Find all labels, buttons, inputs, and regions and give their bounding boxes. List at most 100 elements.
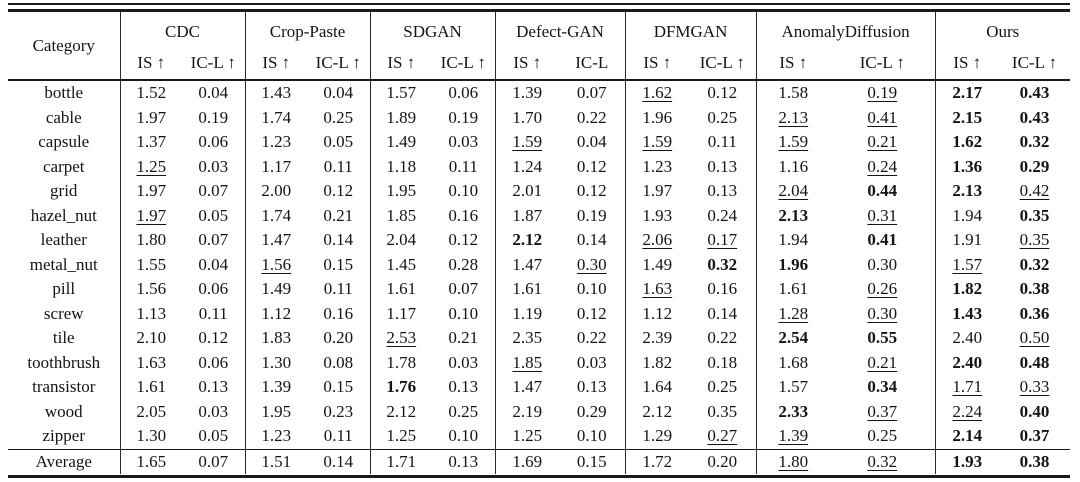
top-rule-outer — [8, 3, 1070, 5]
category-cell: tile — [52, 328, 75, 348]
table-row-carpet: carpet 1.25 0.03 1.17 0.11 1.18 0.11 1.24 0.12 1.… — [8, 154, 1070, 179]
method-header-sdgan: SDGAN — [369, 12, 496, 47]
value-cell: 1.72 — [624, 449, 690, 474]
value-cell: 1.49 — [369, 130, 433, 155]
value-cell: 1.24 — [494, 154, 560, 179]
value-cell: 1.51 — [244, 449, 307, 474]
value-cell: 0.03 — [448, 132, 479, 152]
value-cell: 0.24 — [867, 156, 898, 176]
value-cell: 2.13 — [755, 105, 831, 130]
value-cell: 0.22 — [576, 328, 607, 348]
value-cell: 1.43 — [244, 80, 307, 106]
value-cell: 1.57 — [934, 252, 1000, 277]
category-cell: grid — [50, 181, 78, 201]
value-cell: 1.62 — [624, 80, 690, 106]
value-cell: 0.13 — [448, 377, 479, 397]
value-cell: 1.95 — [244, 399, 307, 424]
top-rule-inner — [8, 9, 1070, 12]
value-cell: 0.10 — [576, 279, 607, 299]
value-cell: 2.15 — [934, 105, 1000, 130]
value-cell: 0.03 — [198, 401, 229, 421]
value-cell: 0.24 — [707, 205, 738, 225]
value-cell: 2.14 — [934, 424, 1000, 449]
value-cell: 1.49 — [244, 277, 307, 302]
value-cell: 2.10 — [119, 326, 182, 351]
value-cell: 0.21 — [448, 328, 479, 348]
value-cell: 2.39 — [624, 326, 690, 351]
value-cell: 0.37 — [1019, 426, 1050, 446]
value-cell: 1.94 — [755, 228, 831, 253]
method-header-defect-gan: Defect-GAN — [494, 12, 626, 47]
value-cell: 0.22 — [707, 328, 738, 348]
value-cell: 0.19 — [448, 107, 479, 127]
value-cell: 0.36 — [1019, 303, 1050, 323]
value-cell: 1.78 — [369, 350, 433, 375]
value-cell: 0.41 — [867, 230, 898, 250]
value-cell: 0.21 — [323, 205, 354, 225]
value-cell: 0.10 — [448, 303, 479, 323]
value-cell: 1.80 — [119, 228, 182, 253]
value-cell: 1.59 — [624, 130, 690, 155]
value-cell: 0.05 — [323, 132, 354, 152]
value-cell: 1.97 — [119, 179, 182, 204]
value-cell: 0.28 — [448, 254, 479, 274]
value-cell: 0.19 — [867, 83, 898, 103]
category-cell: leather — [40, 230, 87, 250]
value-cell: 0.34 — [867, 377, 898, 397]
value-cell: 0.07 — [198, 230, 229, 250]
value-cell: 0.43 — [1019, 83, 1050, 103]
value-cell: 2.19 — [494, 399, 560, 424]
metric-header-defect-gan-icl: IC-L — [575, 53, 609, 72]
value-cell: 0.13 — [448, 451, 479, 471]
value-cell: 1.91 — [934, 228, 1000, 253]
value-cell: 0.38 — [1019, 279, 1050, 299]
value-cell: 1.17 — [244, 154, 307, 179]
metric-header-crop-paste-is: IS ↑ — [244, 47, 307, 80]
method-header-dfmgan: DFMGAN — [624, 12, 757, 47]
value-cell: 0.13 — [576, 377, 607, 397]
value-cell: 1.39 — [494, 80, 560, 106]
value-cell: 1.61 — [494, 277, 560, 302]
value-cell: 0.30 — [576, 254, 607, 274]
value-cell: 0.06 — [198, 279, 229, 299]
value-cell: 0.25 — [323, 107, 354, 127]
value-cell: 0.07 — [576, 83, 607, 103]
value-cell: 0.29 — [576, 401, 607, 421]
value-cell: 1.97 — [119, 203, 182, 228]
value-cell: 1.61 — [369, 277, 433, 302]
value-cell: 0.25 — [867, 426, 898, 446]
value-cell: 1.23 — [624, 154, 690, 179]
value-cell: 1.16 — [755, 154, 831, 179]
table-row-pill: pill 1.56 0.06 1.49 0.11 1.61 0.07 1.61 0.10 1.63… — [8, 277, 1070, 302]
value-cell: 1.61 — [755, 277, 831, 302]
value-cell: 0.03 — [448, 352, 479, 372]
value-cell: 0.25 — [707, 377, 738, 397]
column-header-category: Category — [32, 35, 95, 55]
metric-header-anomalydiffusion-icl: IC-L ↑ — [859, 53, 905, 72]
value-cell: 1.47 — [494, 252, 560, 277]
value-cell: 0.21 — [867, 132, 898, 152]
value-cell: 2.24 — [934, 399, 1000, 424]
value-cell: 0.35 — [1019, 205, 1050, 225]
value-cell: 1.28 — [755, 301, 831, 326]
table-row-transistor: transistor 1.61 0.13 1.39 0.15 1.76 0.13 1.47 0.… — [8, 375, 1070, 400]
value-cell: 1.17 — [369, 301, 433, 326]
value-cell: 0.55 — [867, 328, 898, 348]
value-cell: 1.59 — [755, 130, 831, 155]
value-cell: 0.08 — [323, 352, 354, 372]
value-cell: 0.11 — [323, 426, 353, 446]
value-cell: 0.13 — [198, 377, 229, 397]
value-cell: 2.05 — [119, 399, 182, 424]
value-cell: 1.23 — [244, 424, 307, 449]
value-cell: 2.04 — [755, 179, 831, 204]
value-cell: 1.89 — [369, 105, 433, 130]
results-table: Category CDC Crop-Paste SDGAN Defect-GAN DFM… — [8, 12, 1070, 474]
value-cell: 1.37 — [119, 130, 182, 155]
value-cell: 0.48 — [1019, 352, 1050, 372]
method-header-crop-paste: Crop-Paste — [244, 12, 371, 47]
value-cell: 0.06 — [448, 83, 479, 103]
value-cell: 0.43 — [1019, 107, 1050, 127]
value-cell: 2.00 — [244, 179, 307, 204]
value-cell: 1.96 — [755, 252, 831, 277]
value-cell: 0.16 — [323, 303, 354, 323]
